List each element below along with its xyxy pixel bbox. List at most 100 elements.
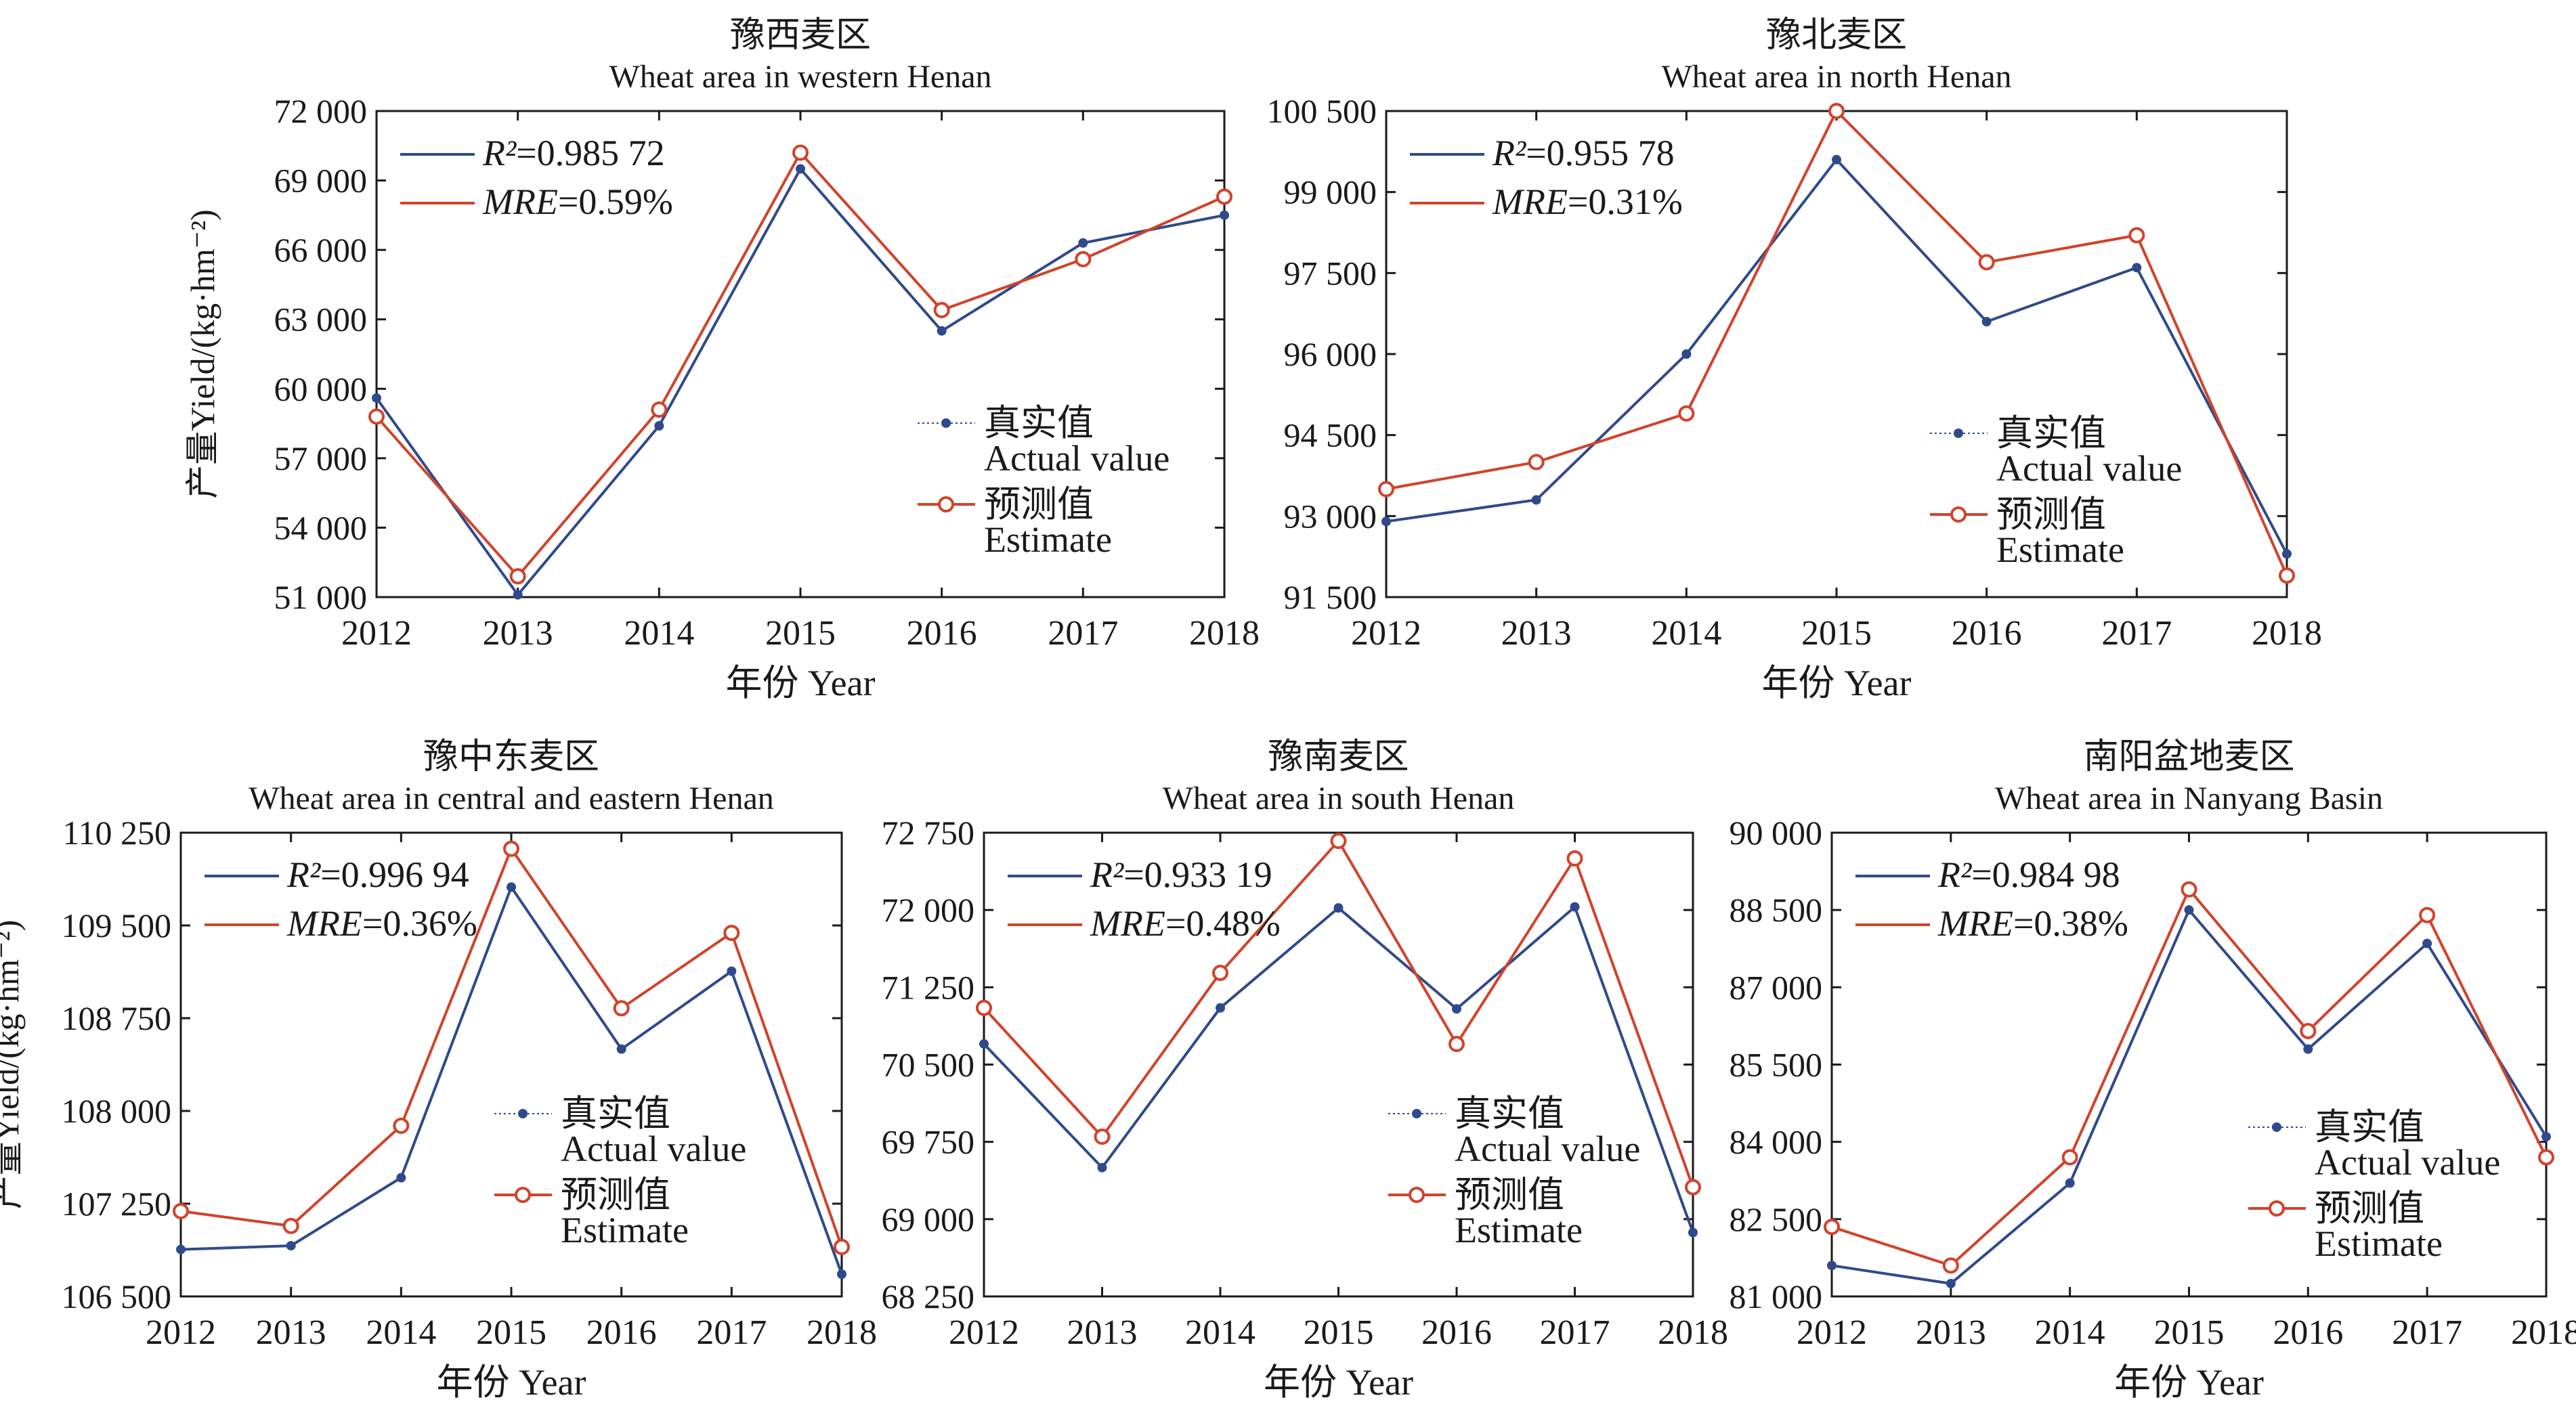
chart-title: 豫西麦区 xyxy=(730,16,871,55)
estimate-data-point xyxy=(792,144,809,161)
x-tick-label: 2013 xyxy=(1501,614,1572,653)
plot-frame xyxy=(983,831,1694,1298)
chart-panel-5: 南阳盆地麦区 Wheat area in Nanyang Basin 81 000 8… xyxy=(1730,738,2576,1403)
y-tick-label: 96 000 xyxy=(1284,335,1377,373)
estimate-series-line xyxy=(1831,886,2548,1267)
x-tick-label: 2018 xyxy=(1658,1313,1728,1352)
mre-label: MRE xyxy=(482,181,558,222)
plot-frame xyxy=(179,831,843,1298)
x-tick-label: 2014 xyxy=(2035,1313,2105,1352)
chart-subtitle: Wheat area in south Henan xyxy=(1163,781,1515,816)
r2-stat: R²=0.985 72 xyxy=(482,133,665,173)
estimate-data-point xyxy=(1075,250,1092,267)
estimate-data-point xyxy=(1094,1129,1111,1145)
estimate-data-point xyxy=(1942,1257,1959,1274)
mre-stat: MRE=0.36% xyxy=(286,903,477,944)
y-tick-label: 70 500 xyxy=(882,1046,975,1084)
y-tick-label: 106 500 xyxy=(62,1277,172,1315)
y-tick-label: 100 500 xyxy=(1267,92,1377,130)
estimate-data-point xyxy=(651,401,668,418)
x-tick-label: 2018 xyxy=(807,1313,877,1352)
legend-actual-marker xyxy=(518,1109,528,1118)
estimate-series-line xyxy=(1386,108,2288,576)
x-tick-label: 2016 xyxy=(1952,614,2022,653)
x-axis-label: 年份 Year xyxy=(725,663,875,703)
actual-data-point xyxy=(1946,1278,1956,1288)
x-tick-label: 2015 xyxy=(1304,1313,1374,1352)
x-tick-label: 2013 xyxy=(256,1313,326,1352)
actual-data-point xyxy=(1333,903,1344,913)
legend-actual-marker xyxy=(941,418,951,428)
mre-label: MRE xyxy=(1492,181,1568,222)
estimate-data-point xyxy=(1824,1219,1840,1236)
y-tick-label: 107 250 xyxy=(62,1185,172,1223)
x-tick-label: 2017 xyxy=(2101,614,2172,653)
legend-estimate-cn: 预测值 xyxy=(1455,1175,1564,1215)
y-tick-label: 71 250 xyxy=(882,968,975,1006)
legend-estimate-cn: 预测值 xyxy=(984,484,1094,525)
r2-label: R² xyxy=(286,854,321,895)
estimate-data-point xyxy=(933,302,950,319)
chart-title: 豫南麦区 xyxy=(1268,738,1409,777)
y-tick-label: 66 000 xyxy=(274,231,368,269)
x-tick-label: 2012 xyxy=(341,614,412,653)
estimate-data-point xyxy=(503,840,519,857)
legend-estimate-cn: 预测值 xyxy=(561,1175,670,1215)
y-tick-label: 109 500 xyxy=(62,906,172,944)
actual-data-point xyxy=(2303,1044,2313,1054)
x-tick-label: 2014 xyxy=(624,614,694,653)
r2-label: R² xyxy=(482,133,517,173)
legend-estimate-en: Estimate xyxy=(1996,529,2124,570)
estimate-data-point xyxy=(393,1117,410,1134)
legend-actual-en: Actual value xyxy=(1996,448,2182,489)
legend-estimate-marker xyxy=(1950,506,1967,523)
estimate-data-point xyxy=(1448,1036,1465,1053)
actual-data-point xyxy=(513,590,523,600)
chart-panel-4: 豫南麦区 Wheat area in south Henan 68 250 69 00… xyxy=(882,738,1729,1403)
legend-estimate-cn: 预测值 xyxy=(2315,1188,2424,1229)
actual-data-point xyxy=(2422,938,2432,948)
r2-value: =0.996 94 xyxy=(320,854,469,895)
x-tick-label: 2015 xyxy=(2154,1313,2225,1352)
estimate-data-point xyxy=(1528,454,1545,471)
chart-title: 南阳盆地麦区 xyxy=(2083,738,2294,777)
estimate-data-point xyxy=(834,1238,850,1255)
legend-actual-cn: 真实值 xyxy=(2315,1107,2424,1147)
estimate-data-point xyxy=(173,1202,189,1219)
legend-actual-marker xyxy=(2272,1122,2281,1132)
legend-actual-cn: 真实值 xyxy=(561,1093,670,1134)
legend-estimate-en: Estimate xyxy=(2315,1223,2443,1264)
y-tick-label: 97 500 xyxy=(1284,254,1377,292)
actual-data-point xyxy=(396,1173,406,1183)
actual-data-point xyxy=(2282,549,2292,559)
legend-actual-marker xyxy=(1412,1109,1421,1118)
actual-data-point xyxy=(937,326,947,336)
legend-estimate-marker xyxy=(2269,1200,2285,1217)
mre-value: =0.36% xyxy=(362,903,477,944)
actual-data-point xyxy=(2541,1132,2551,1142)
x-tick-label: 2015 xyxy=(765,614,836,653)
mre-stat: MRE=0.31% xyxy=(1492,181,1683,222)
actual-data-point xyxy=(1097,1162,1107,1173)
x-tick-label: 2017 xyxy=(1048,614,1118,653)
actual-data-point xyxy=(286,1241,296,1251)
actual-data-point xyxy=(1078,238,1088,248)
actual-series-line xyxy=(180,884,843,1275)
r2-label: R² xyxy=(1492,133,1526,173)
y-tick-label: 91 500 xyxy=(1284,578,1377,616)
x-tick-label: 2018 xyxy=(2252,614,2322,653)
x-tick-label: 2014 xyxy=(1185,1313,1255,1352)
x-tick-label: 2014 xyxy=(366,1313,436,1352)
x-tick-label: 2013 xyxy=(1067,1313,1138,1352)
legend-actual-cn: 真实值 xyxy=(984,403,1094,443)
mre-stat: MRE=0.48% xyxy=(1090,903,1281,944)
legend-actual-en: Actual value xyxy=(561,1129,746,1169)
r2-label: R² xyxy=(1937,854,1972,895)
actual-data-point xyxy=(1681,349,1692,359)
y-tick-label: 87 000 xyxy=(1730,968,1823,1006)
actual-data-point xyxy=(372,393,381,403)
actual-data-point xyxy=(1216,1003,1225,1013)
estimate-data-point xyxy=(1330,833,1347,850)
mre-value: =0.31% xyxy=(1568,181,1683,222)
